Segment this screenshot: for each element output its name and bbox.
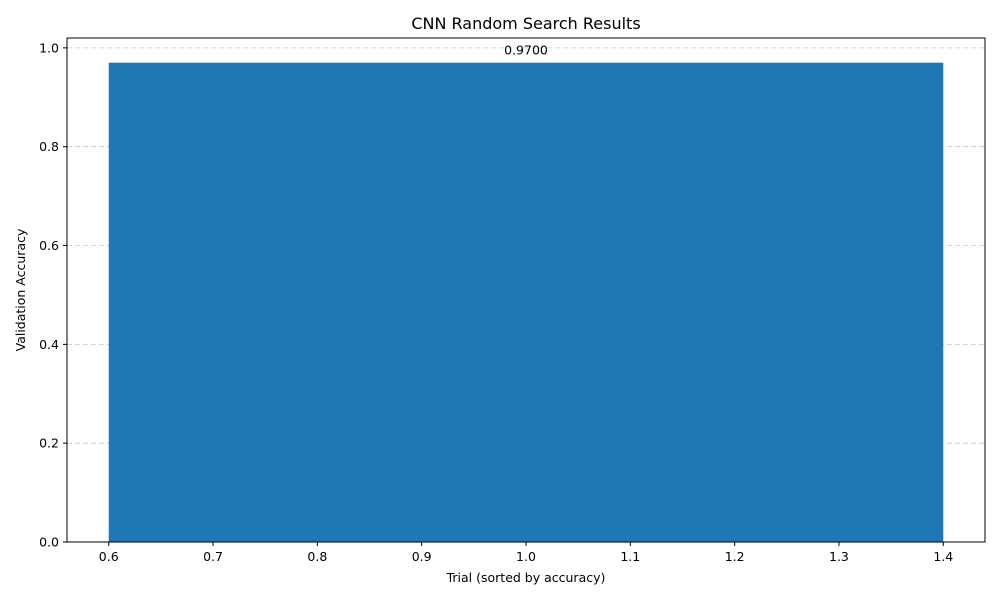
x-tick-label: 1.1 — [620, 549, 640, 564]
y-tick-label: 0.6 — [39, 238, 59, 253]
x-tick-label: 1.4 — [933, 549, 953, 564]
x-tick-label: 0.8 — [307, 549, 327, 564]
x-tick-label: 0.6 — [99, 549, 119, 564]
y-tick-label: 0.8 — [39, 139, 59, 154]
x-tick-label: 1.0 — [516, 549, 536, 564]
y-tick-label: 0.2 — [39, 436, 59, 451]
x-tick-label: 0.7 — [203, 549, 223, 564]
y-tick-label: 0.0 — [39, 535, 59, 550]
x-tick-label: 0.9 — [412, 549, 432, 564]
bar-value-labels: 0.9700 — [504, 43, 548, 58]
bar-value-label: 0.9700 — [504, 43, 548, 58]
y-axis-label: Validation Accuracy — [13, 228, 28, 351]
x-tick-label: 1.3 — [829, 549, 849, 564]
x-axis-ticks: 0.6 0.7 0.8 0.9 1.0 1.1 1.2 1.3 1.4 — [99, 542, 953, 564]
bar — [108, 62, 944, 543]
x-axis-label: Trial (sorted by accuracy) — [446, 570, 606, 585]
y-tick-label: 1.0 — [39, 40, 59, 55]
x-tick-label: 1.2 — [725, 549, 745, 564]
y-tick-label: 0.4 — [39, 337, 59, 352]
bars — [108, 62, 944, 543]
y-axis-ticks: 0.0 0.2 0.4 0.6 0.8 1.0 — [39, 40, 67, 550]
chart-title: CNN Random Search Results — [411, 14, 640, 33]
